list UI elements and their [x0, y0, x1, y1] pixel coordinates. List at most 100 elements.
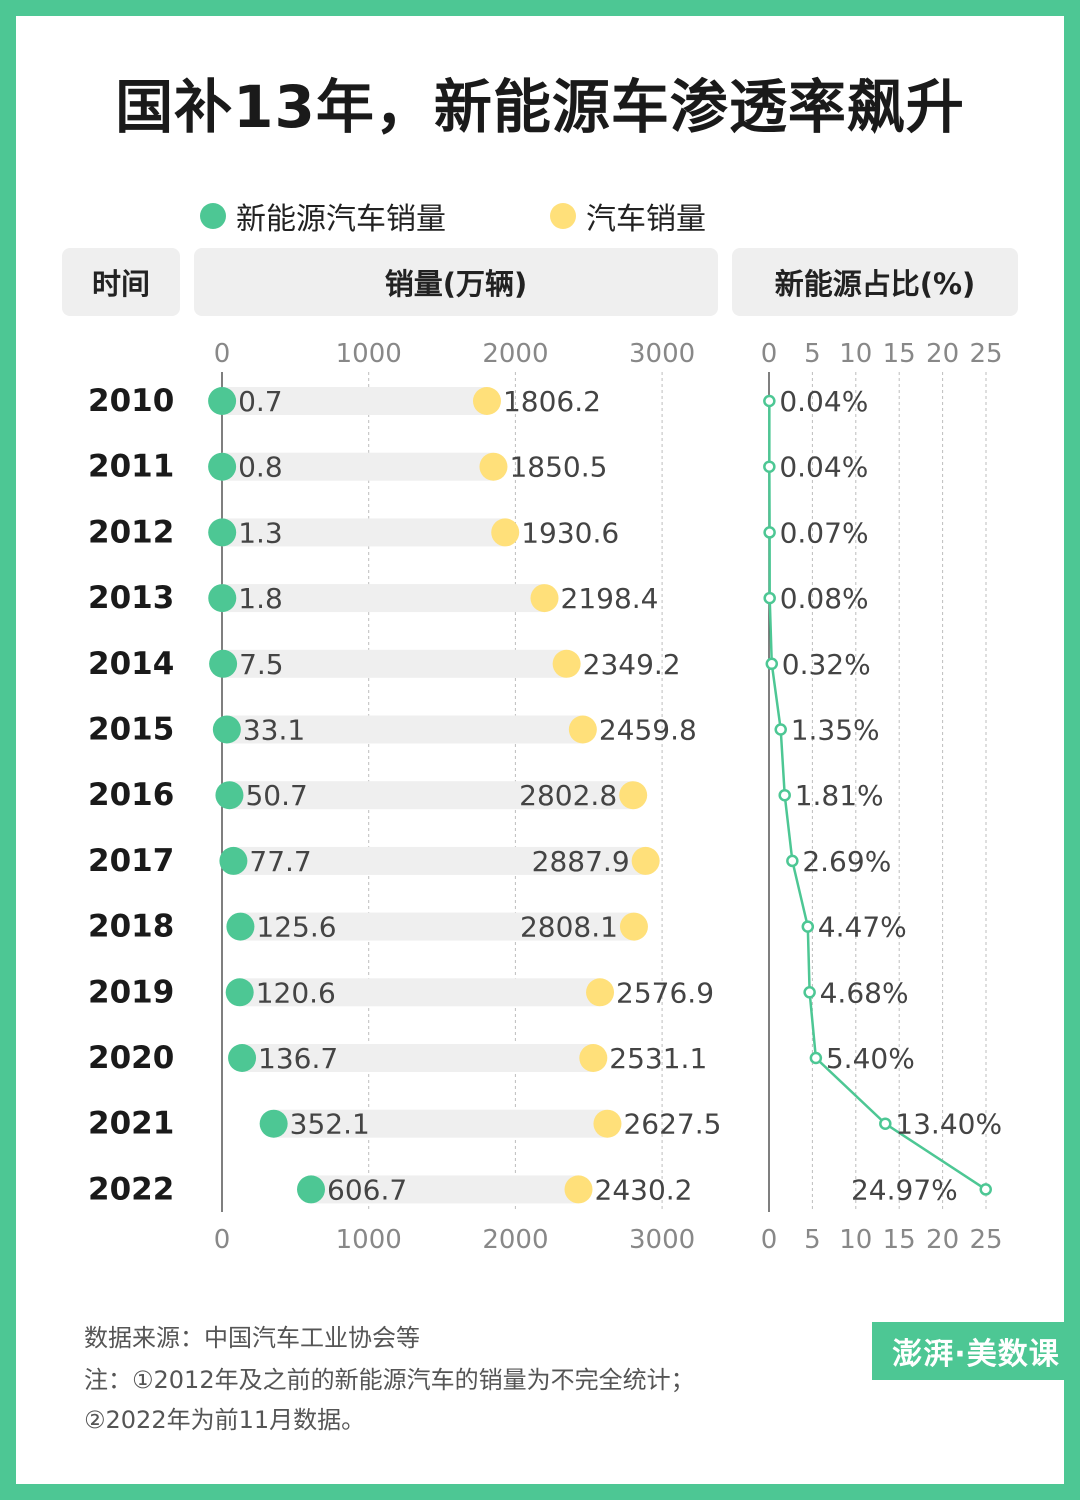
share-point — [801, 920, 815, 933]
total-sales-dot — [579, 1044, 608, 1072]
year-label: 2015 — [88, 712, 174, 748]
legend-dot-total — [550, 203, 576, 229]
share-tick-bottom: 15 — [883, 1225, 916, 1255]
share-label: 0.32% — [782, 648, 871, 681]
total-sales-label: 2349.2 — [583, 648, 681, 681]
year-label: 2019 — [88, 974, 174, 1010]
nev-sales-dot — [208, 584, 237, 613]
nev-sales-label: 77.7 — [249, 845, 311, 878]
total-sales-dot — [552, 649, 581, 678]
share-point — [803, 986, 816, 999]
share-label: 1.35% — [791, 714, 880, 747]
year-label: 2018 — [88, 909, 174, 945]
sales-tick-top: 2000 — [482, 339, 548, 369]
range-bar — [229, 781, 634, 810]
share-tick-top: 5 — [804, 339, 821, 369]
share-point — [778, 788, 791, 802]
share-point — [765, 657, 779, 671]
range-bar — [233, 846, 646, 875]
header-share: 新能源占比(%) — [732, 248, 1018, 316]
range-bar — [239, 978, 601, 1007]
year-label: 2021 — [88, 1106, 174, 1142]
brand-logo: 澎湃·美数课 — [872, 1322, 1080, 1380]
range-bar — [311, 1175, 579, 1204]
share-tick-top: 10 — [839, 339, 872, 369]
share-label: 4.47% — [818, 911, 907, 944]
nev-sales-dot — [226, 912, 255, 941]
share-tick-bottom: 5 — [804, 1225, 821, 1255]
legend-dot-nev — [200, 203, 226, 229]
range-bar — [222, 584, 545, 613]
nev-sales-dot — [297, 1175, 326, 1204]
year-label: 2014 — [88, 646, 174, 682]
sales-tick-top: 1000 — [336, 339, 402, 369]
share-tick-bottom: 20 — [926, 1225, 959, 1255]
legend-item-total: 汽车销量 — [550, 196, 706, 237]
total-sales-label: 2887.9 — [532, 845, 630, 878]
year-label: 2011 — [88, 449, 174, 485]
year-label: 2017 — [88, 843, 174, 879]
nev-sales-dot — [259, 1109, 288, 1138]
share-label: 4.68% — [820, 976, 909, 1009]
total-sales-label: 2430.2 — [595, 1173, 693, 1206]
total-sales-label: 2576.9 — [616, 976, 714, 1009]
share-tick-top: 25 — [969, 339, 1002, 369]
total-sales-label: 2808.1 — [520, 911, 618, 944]
total-sales-dot — [619, 781, 648, 810]
range-bar — [226, 715, 583, 744]
total-sales-dot — [568, 715, 597, 744]
total-sales-dot — [619, 912, 648, 941]
share-point — [763, 591, 776, 605]
share-point — [786, 854, 799, 868]
total-sales-dot — [472, 387, 501, 415]
share-label: 13.40% — [895, 1108, 1002, 1141]
nev-sales-label: 125.6 — [256, 911, 336, 944]
share-label: 24.97% — [851, 1173, 958, 1206]
sales-tick-bottom: 2000 — [482, 1225, 548, 1255]
nev-sales-dot — [228, 1044, 257, 1072]
nev-sales-dot — [209, 649, 238, 678]
range-bar — [240, 912, 634, 941]
sales-tick-bottom: 0 — [214, 1225, 231, 1255]
share-point — [879, 1117, 892, 1130]
share-tick-bottom: 10 — [839, 1225, 872, 1255]
range-bar — [242, 1044, 594, 1072]
range-bar — [222, 387, 487, 415]
share-point — [763, 526, 776, 539]
total-sales-dot — [564, 1175, 593, 1204]
share-label: 0.04% — [779, 385, 868, 418]
footer-note-2: ②2022年为前11月数据。 — [84, 1406, 366, 1434]
share-tick-top: 20 — [926, 339, 959, 369]
legend-item-nev: 新能源汽车销量 — [200, 196, 446, 237]
share-tick-top: 0 — [761, 339, 778, 369]
header-time: 时间 — [62, 248, 180, 316]
total-sales-label: 1806.2 — [503, 385, 601, 418]
total-sales-label: 2531.1 — [609, 1042, 707, 1075]
nev-sales-dot — [208, 518, 237, 547]
share-point — [774, 723, 787, 736]
nev-sales-dot — [212, 715, 241, 744]
nev-sales-label: 7.5 — [239, 648, 284, 681]
total-sales-dot — [530, 584, 559, 613]
share-point — [979, 1183, 992, 1196]
nev-sales-dot — [215, 781, 244, 810]
share-point — [809, 1051, 823, 1065]
chart-title: 国补13年，新能源车渗透率飙升 — [115, 73, 965, 141]
year-label: 2022 — [88, 1171, 174, 1207]
year-label: 2020 — [88, 1040, 174, 1076]
nev-sales-label: 352.1 — [290, 1108, 370, 1141]
year-label: 2016 — [88, 777, 174, 813]
footer-source: 数据来源：中国汽车工业协会等 — [84, 1324, 420, 1352]
year-label: 2012 — [88, 514, 174, 550]
total-sales-label: 1930.6 — [521, 516, 619, 549]
sales-tick-top: 0 — [214, 339, 231, 369]
year-label: 2013 — [88, 580, 174, 616]
share-label: 2.69% — [802, 845, 891, 878]
nev-sales-label: 1.8 — [238, 582, 283, 615]
range-bar — [223, 649, 567, 678]
total-sales-dot — [491, 518, 520, 547]
total-sales-dot — [593, 1109, 622, 1138]
total-sales-label: 2459.8 — [599, 714, 697, 747]
year-label: 2010 — [88, 383, 174, 419]
